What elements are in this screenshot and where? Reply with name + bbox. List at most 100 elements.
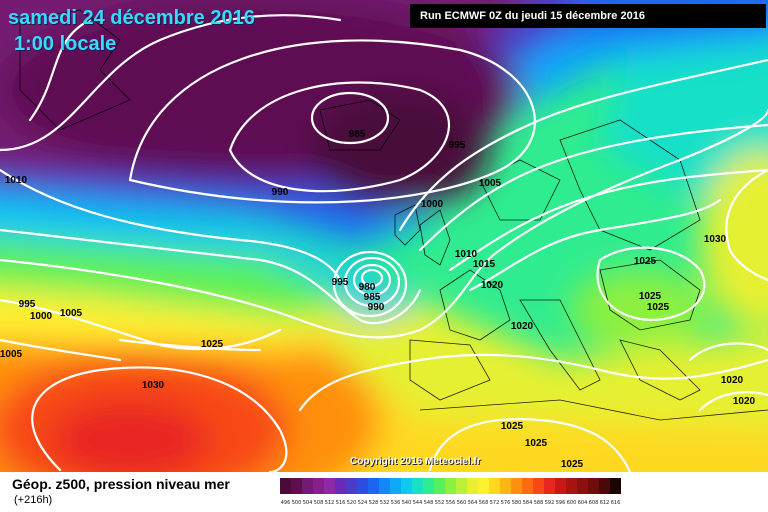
color-scale-tick: 516 bbox=[335, 500, 346, 506]
color-swatch bbox=[434, 478, 445, 494]
color-swatch bbox=[577, 478, 588, 494]
legend-subtitle: (+216h) bbox=[14, 494, 53, 506]
isobar-label: 995 bbox=[332, 277, 349, 288]
color-swatch bbox=[313, 478, 324, 494]
color-scale-tick: 616 bbox=[610, 500, 621, 506]
color-scale-tick: 584 bbox=[522, 500, 533, 506]
color-scale-tick: 524 bbox=[357, 500, 368, 506]
isobar-label: 1025 bbox=[634, 256, 657, 267]
color-scale-tick: 508 bbox=[313, 500, 324, 506]
color-scale-tick: 520 bbox=[346, 500, 357, 506]
isobar-label: 985 bbox=[364, 292, 381, 303]
color-swatch bbox=[390, 478, 401, 494]
isobar-label: 1020 bbox=[733, 396, 756, 407]
color-swatch bbox=[478, 478, 489, 494]
color-scale-tick: 564 bbox=[467, 500, 478, 506]
color-swatch bbox=[368, 478, 379, 494]
color-scale-tick: 608 bbox=[588, 500, 599, 506]
isobar-label: 1025 bbox=[501, 421, 524, 432]
color-swatch bbox=[610, 478, 621, 494]
color-swatch bbox=[489, 478, 500, 494]
isobar-label: 1005 bbox=[479, 178, 502, 189]
isobar-label: 1025 bbox=[639, 291, 662, 302]
forecast-map-canvas: 985 995 990 1010 1000 1005 1010 1015 102… bbox=[0, 0, 768, 472]
color-swatch bbox=[522, 478, 533, 494]
isobar-label: 1020 bbox=[511, 321, 534, 332]
color-scale-tick: 572 bbox=[489, 500, 500, 506]
isobar-label: 1005 bbox=[0, 349, 23, 360]
color-swatch bbox=[544, 478, 555, 494]
forecast-date: samedi 24 décembre 2016 bbox=[8, 7, 255, 29]
geopotential-field bbox=[0, 0, 768, 472]
isobar-label: 1025 bbox=[525, 438, 548, 449]
isobar-label: 1015 bbox=[473, 259, 496, 270]
color-scale-tick: 580 bbox=[511, 500, 522, 506]
forecast-time: 1:00 locale bbox=[14, 33, 117, 55]
color-scale-tick: 556 bbox=[445, 500, 456, 506]
color-scale-tick: 528 bbox=[368, 500, 379, 506]
isobar-label: 1000 bbox=[30, 311, 53, 322]
color-swatch bbox=[423, 478, 434, 494]
color-scale-tick: 588 bbox=[533, 500, 544, 506]
color-swatch bbox=[533, 478, 544, 494]
isobar-label: 1010 bbox=[455, 249, 478, 260]
color-swatch bbox=[588, 478, 599, 494]
isobar-label: 1010 bbox=[5, 175, 28, 186]
isobar-label: 1030 bbox=[704, 234, 727, 245]
color-scale-tick: 612 bbox=[599, 500, 610, 506]
color-swatch bbox=[346, 478, 357, 494]
isobar-label: 995 bbox=[19, 299, 36, 310]
color-scale-tick: 604 bbox=[577, 500, 588, 506]
color-swatch bbox=[379, 478, 390, 494]
color-scale-tick: 504 bbox=[302, 500, 313, 506]
color-swatch bbox=[555, 478, 566, 494]
color-scale-tick: 596 bbox=[555, 500, 566, 506]
color-swatch bbox=[291, 478, 302, 494]
color-scale bbox=[280, 478, 621, 494]
isobar-label: 1030 bbox=[142, 380, 165, 391]
color-scale-tick: 552 bbox=[434, 500, 445, 506]
coastlines bbox=[19, 9, 768, 421]
color-swatch bbox=[566, 478, 577, 494]
isobar-label: 990 bbox=[272, 187, 289, 198]
color-swatch bbox=[335, 478, 346, 494]
isobar-label: 1000 bbox=[421, 199, 444, 210]
color-swatch bbox=[445, 478, 456, 494]
isobar-label: 980 bbox=[359, 282, 376, 293]
isobar-label: 990 bbox=[368, 302, 385, 313]
color-swatch bbox=[280, 478, 291, 494]
color-scale-tick: 568 bbox=[478, 500, 489, 506]
legend-title: Géop. z500, pression niveau mer bbox=[12, 476, 230, 492]
color-swatch bbox=[401, 478, 412, 494]
isobar-label: 1025 bbox=[647, 302, 670, 313]
color-scale-tick: 512 bbox=[324, 500, 335, 506]
color-scale-tick: 500 bbox=[291, 500, 302, 506]
isobar-label: 985 bbox=[349, 129, 366, 140]
color-scale-tick: 548 bbox=[423, 500, 434, 506]
color-scale-tick: 576 bbox=[500, 500, 511, 506]
color-scale-tick: 560 bbox=[456, 500, 467, 506]
color-scale-tick: 592 bbox=[544, 500, 555, 506]
color-scale-tick: 532 bbox=[379, 500, 390, 506]
color-scale-tick: 600 bbox=[566, 500, 577, 506]
color-swatch bbox=[500, 478, 511, 494]
copyright: Copyright 2016 Meteociel.fr bbox=[350, 456, 481, 467]
color-swatch bbox=[456, 478, 467, 494]
isobar-contours bbox=[0, 14, 768, 472]
color-swatch bbox=[412, 478, 423, 494]
isobar-label: 995 bbox=[449, 140, 466, 151]
color-scale-tick: 536 bbox=[390, 500, 401, 506]
color-swatch bbox=[599, 478, 610, 494]
color-swatch bbox=[324, 478, 335, 494]
run-info: Run ECMWF 0Z du jeudi 15 décembre 2016 bbox=[410, 4, 766, 28]
isobar-label: 1025 bbox=[201, 339, 224, 350]
isobar-label: 1020 bbox=[721, 375, 744, 386]
color-swatch bbox=[467, 478, 478, 494]
isobar-labels: 985 995 990 1010 1000 1005 1010 1015 102… bbox=[0, 129, 756, 470]
isobar-label: 1020 bbox=[481, 280, 504, 291]
color-scale-tick: 496 bbox=[280, 500, 291, 506]
isobar-label: 1025 bbox=[561, 459, 584, 470]
color-scale-tick: 544 bbox=[412, 500, 423, 506]
color-swatch bbox=[511, 478, 522, 494]
